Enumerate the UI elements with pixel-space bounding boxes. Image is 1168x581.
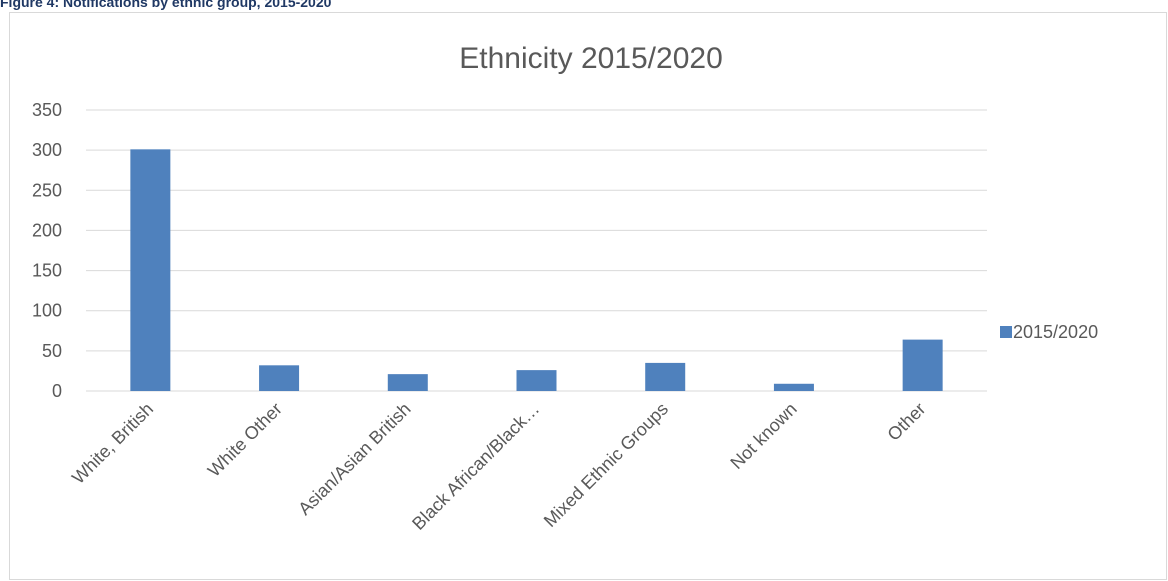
chart-title: Ethnicity 2015/2020 [459, 42, 723, 75]
bar [516, 370, 557, 391]
y-axis-ticks: 0 50 100 150 200 250 300 350 [32, 100, 62, 401]
y-tick-label: 250 [32, 180, 62, 200]
chart-frame [9, 12, 1167, 580]
y-tick-label: 350 [32, 100, 62, 120]
bar [130, 149, 171, 391]
y-tick-label: 100 [32, 301, 62, 321]
x-tick-label: Not known [726, 399, 800, 473]
bars [130, 149, 943, 391]
bar [259, 365, 300, 391]
x-axis-ticks: White, British White Other Asian/Asian Bri… [68, 399, 929, 534]
x-tick-label: Other [883, 399, 929, 445]
figure-caption: Figure 4: Notifications by ethnic group,… [0, 0, 332, 10]
y-tick-label: 50 [42, 341, 62, 361]
bar [387, 374, 428, 391]
x-tick-label: White, British [68, 399, 157, 488]
y-tick-label: 300 [32, 140, 62, 160]
x-tick-label: White Other [204, 399, 286, 481]
bar [902, 339, 943, 391]
y-tick-label: 150 [32, 261, 62, 281]
y-tick-label: 200 [32, 220, 62, 240]
legend: 2015/2020 [1000, 322, 1098, 342]
legend-swatch [1000, 326, 1012, 338]
bar [645, 362, 686, 391]
bar [773, 383, 814, 391]
x-tick-label: Black African/Black… [408, 399, 543, 534]
x-tick-label: Asian/Asian British [294, 399, 414, 519]
y-tick-label: 0 [52, 381, 62, 401]
gridlines [86, 109, 987, 392]
x-tick-label: Mixed Ethnic Groups [540, 399, 672, 531]
legend-label: 2015/2020 [1013, 322, 1098, 342]
